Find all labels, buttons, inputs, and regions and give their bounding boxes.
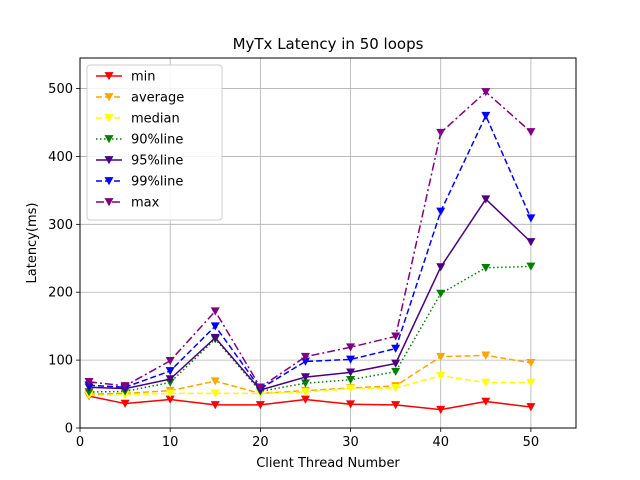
data-point-marker — [526, 359, 536, 368]
legend-label: median — [131, 112, 180, 127]
data-point-marker — [436, 352, 446, 361]
legend-box — [86, 64, 223, 221]
data-point-marker — [300, 357, 310, 366]
data-point-marker — [391, 344, 401, 353]
data-point-marker — [526, 214, 536, 223]
data-point-marker — [526, 238, 536, 247]
data-point-marker — [210, 389, 220, 398]
data-point-marker — [481, 195, 491, 204]
data-point-marker — [300, 388, 310, 397]
data-point-marker — [436, 405, 446, 414]
data-point-marker — [481, 88, 491, 97]
data-point-marker — [481, 111, 491, 120]
data-point-marker — [84, 388, 94, 397]
legend-label: 95%line — [131, 154, 183, 169]
data-point-marker — [346, 368, 356, 377]
legend-swatch-marker — [104, 114, 114, 123]
data-point-marker — [165, 395, 175, 404]
series-99-line — [84, 111, 536, 393]
data-point-marker — [165, 389, 175, 398]
data-point-marker — [346, 375, 356, 385]
y-axis-label: Latency(ms) — [25, 203, 40, 284]
data-point-marker — [436, 207, 446, 216]
data-point-marker — [391, 359, 401, 368]
data-point-marker — [120, 382, 130, 391]
data-point-marker — [526, 378, 536, 387]
legend-label: 99%line — [131, 175, 183, 190]
data-point-marker — [300, 395, 310, 404]
x-tick-label: 20 — [252, 435, 269, 450]
data-point-marker — [526, 128, 536, 137]
series-max — [84, 88, 536, 392]
y-tick-label: 300 — [48, 218, 73, 233]
series-lines — [84, 88, 536, 414]
legend: min average median 90%line 95%line 99%line max — [86, 64, 223, 221]
data-point-marker — [346, 400, 356, 409]
data-point-marker — [210, 333, 220, 342]
data-point-marker — [391, 384, 401, 393]
data-point-marker — [436, 371, 446, 380]
data-point-marker — [84, 378, 94, 387]
chart-title: MyTx Latency in 50 loops — [233, 35, 424, 53]
data-point-marker — [481, 378, 491, 387]
series-line — [88, 114, 532, 390]
data-point-marker — [210, 377, 220, 386]
x-tick-label: 0 — [76, 435, 84, 450]
y-tick-label: 500 — [48, 82, 73, 97]
legend-swatch-marker — [104, 177, 114, 186]
legend-swatch-marker — [104, 156, 114, 165]
data-point-marker — [300, 373, 310, 382]
grid — [79, 58, 576, 429]
x-tick-label: 30 — [342, 435, 359, 450]
data-point-marker — [526, 403, 536, 412]
data-point-marker — [165, 356, 175, 366]
data-point-marker — [346, 355, 356, 364]
legend-swatch-marker — [104, 135, 114, 144]
data-point-marker — [346, 384, 356, 393]
data-point-marker — [165, 367, 175, 376]
data-point-marker — [210, 322, 220, 331]
series-line — [88, 91, 532, 389]
y-tick-label: 100 — [48, 354, 73, 369]
legend-label: average — [131, 91, 184, 106]
legend-label: min — [131, 70, 156, 85]
data-point-marker — [120, 399, 130, 408]
data-point-marker — [255, 401, 265, 410]
legend-swatch-marker — [104, 72, 114, 81]
data-point-marker — [436, 289, 446, 298]
data-point-marker — [391, 332, 401, 341]
data-point-marker — [165, 375, 175, 384]
data-point-marker — [481, 263, 491, 273]
legend-label: 90%line — [131, 133, 183, 148]
data-point-marker — [346, 343, 356, 352]
y-tick-label: 200 — [48, 286, 73, 301]
x-tick-label: 10 — [162, 435, 179, 450]
data-point-marker — [481, 351, 491, 360]
data-point-marker — [210, 401, 220, 410]
x-tick-label: 40 — [432, 435, 449, 450]
y-tick-label: 0 — [65, 422, 73, 437]
y-tick-label: 400 — [48, 150, 73, 165]
legend-label: max — [131, 196, 160, 211]
data-point-marker — [391, 401, 401, 410]
data-point-marker — [436, 128, 446, 137]
legend-swatch-marker — [104, 198, 114, 207]
legend-swatch-marker — [104, 93, 114, 102]
data-point-marker — [300, 379, 310, 388]
data-point-marker — [300, 352, 310, 361]
data-point-marker — [436, 263, 446, 272]
x-tick-label: 50 — [523, 435, 540, 450]
plot-frame — [79, 57, 577, 429]
data-point-marker — [210, 307, 220, 316]
data-point-marker — [481, 397, 491, 406]
data-point-marker — [255, 383, 265, 392]
data-point-marker — [391, 367, 401, 376]
x-axis-label: Client Thread Number — [256, 456, 400, 471]
data-point-marker — [526, 262, 536, 271]
